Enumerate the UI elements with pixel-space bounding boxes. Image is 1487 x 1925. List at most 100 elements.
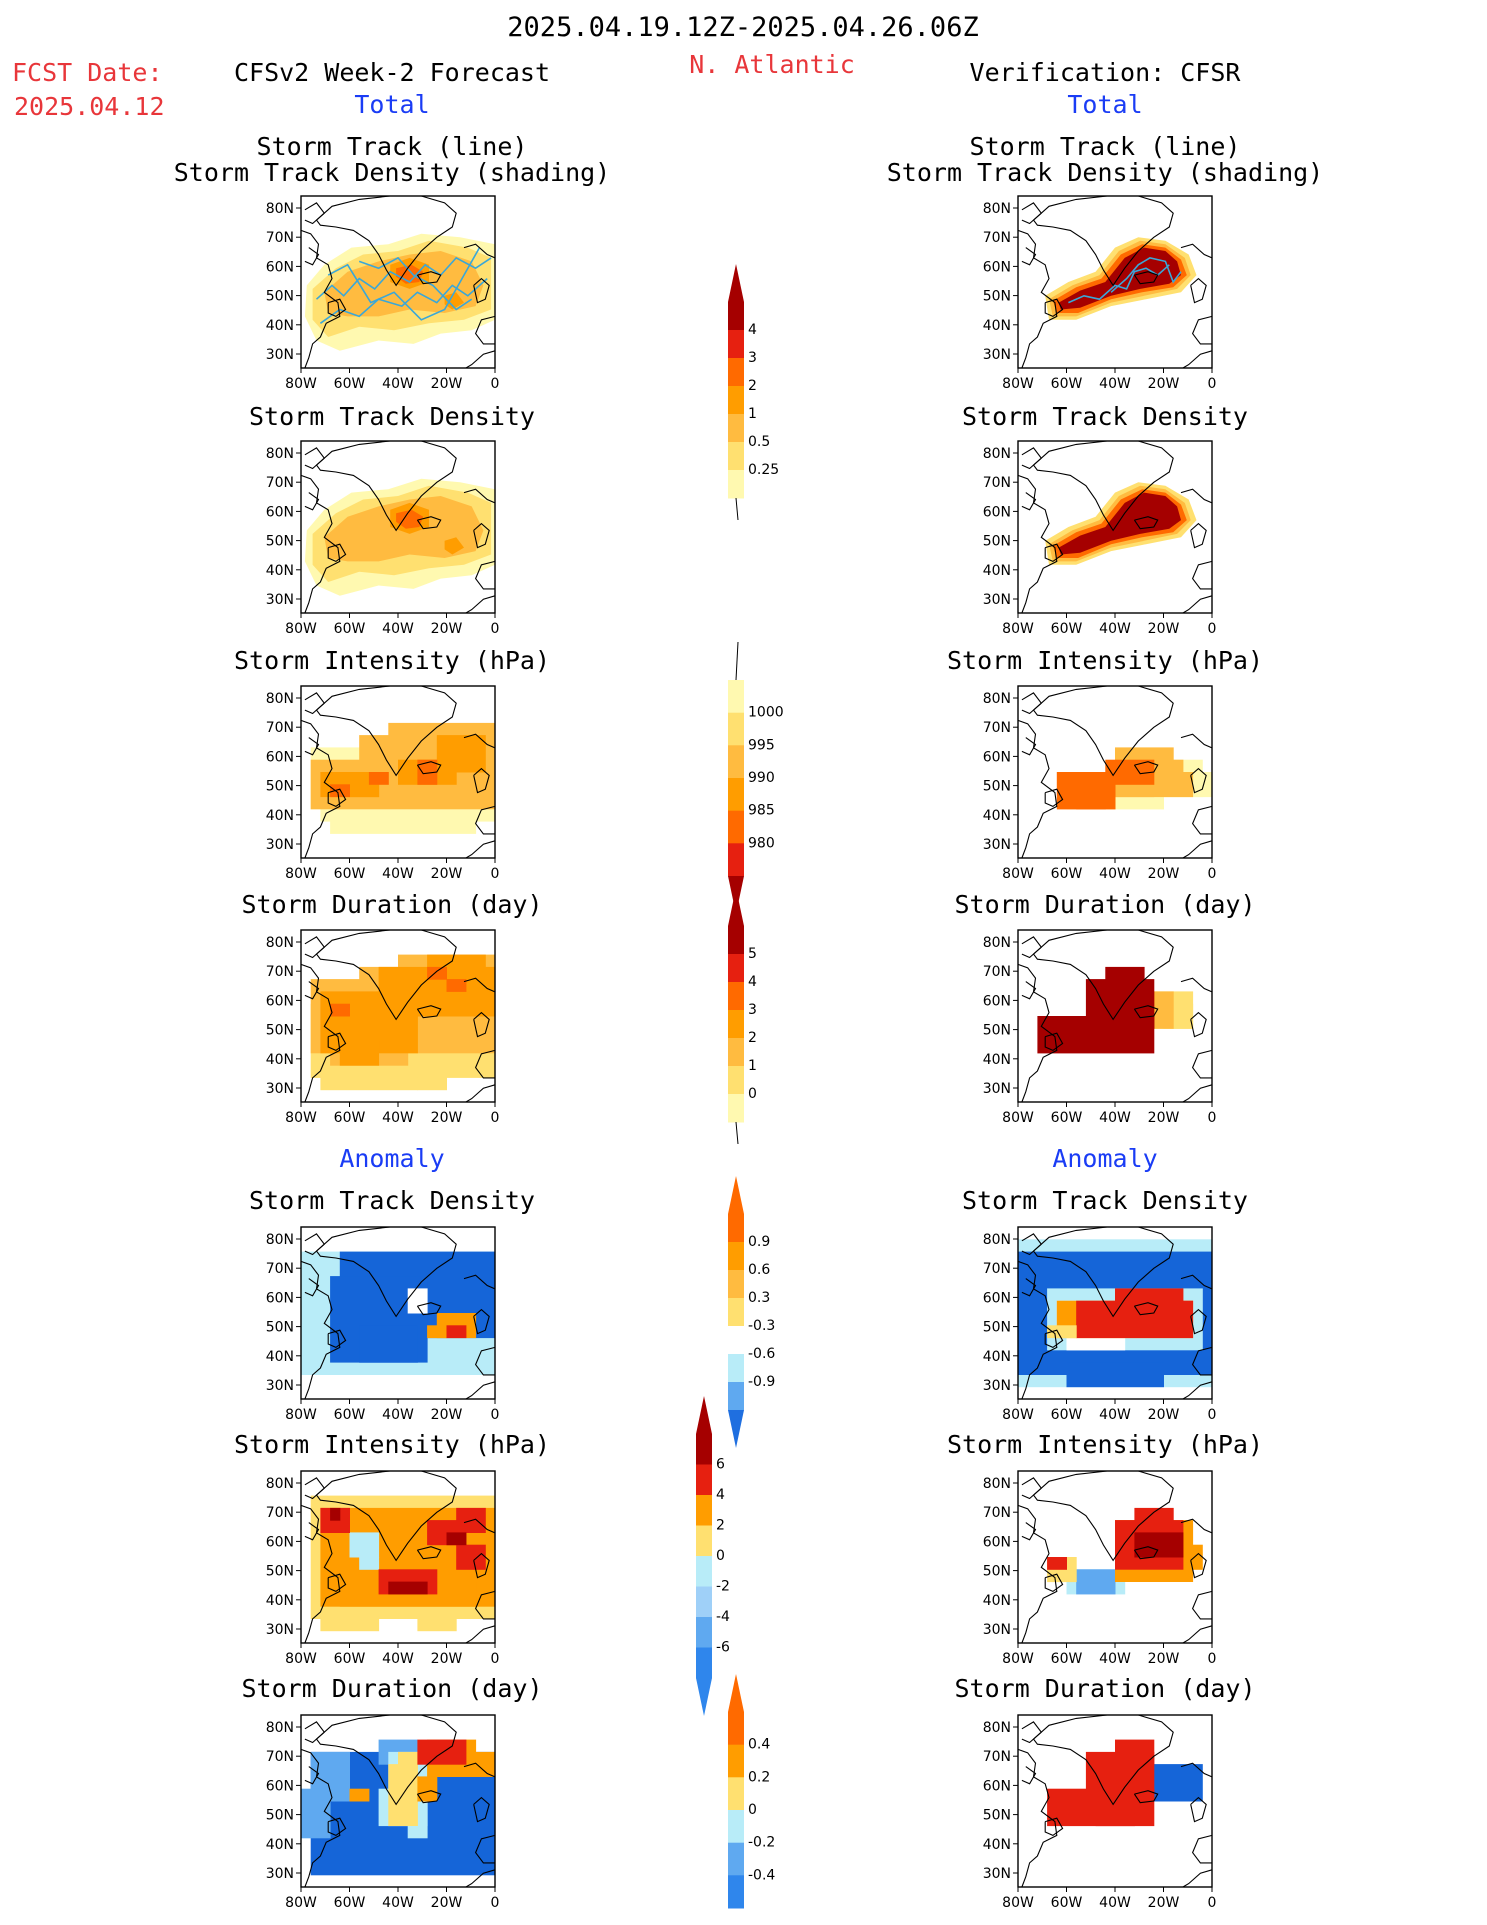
grid-cell <box>1066 1337 1126 1351</box>
lon-tick-label: 80W <box>1002 1407 1034 1423</box>
lon-tick-label: 60W <box>334 1110 366 1126</box>
colorbar-duration-total: 5 4 3 2 1 0 <box>728 888 757 1145</box>
coastline <box>1044 1032 1064 1052</box>
lat-tick-label: 40N <box>266 1593 294 1609</box>
grid-cell <box>446 979 467 992</box>
colorbar-intensity-anomaly: 6 4 2 0 -2 -4 -6 <box>696 1396 730 1716</box>
map-panel-forecast-2: 80N 70N 60N 50N 40N 30N 80W 60W 40W 20W 0 <box>266 440 499 637</box>
coastline <box>474 1590 496 1620</box>
colorbar-label: -0.4 <box>748 1867 775 1883</box>
coastline <box>1021 1233 1043 1256</box>
lat-tick-label: 70N <box>266 1505 294 1521</box>
grid-cell <box>339 1040 380 1066</box>
coastline <box>1180 1274 1213 1290</box>
lat-tick-label: 40N <box>983 318 1011 334</box>
lon-tick-label: 20W <box>431 1110 463 1126</box>
coastline <box>1133 1790 1159 1804</box>
coastline <box>474 1834 496 1864</box>
lon-tick-label: 0 <box>1208 1110 1217 1126</box>
lat-tick-label: 80N <box>266 691 294 707</box>
colorbar-extend-top <box>728 1674 744 1712</box>
coastline <box>1133 1005 1159 1019</box>
lon-tick-label: 20W <box>431 866 463 882</box>
density-contour <box>1058 247 1181 310</box>
lon-tick-label: 40W <box>382 621 414 637</box>
coastline <box>1190 522 1207 549</box>
coastline <box>465 1084 496 1103</box>
lon-tick-label: 80W <box>285 1407 317 1423</box>
left-column-title: CFSv2 Week-2 Forecast <box>233 58 551 87</box>
lon-tick-label: 60W <box>1051 1651 1083 1667</box>
coastline <box>1133 271 1159 285</box>
panel-1-title-line1: Storm Track (line) <box>256 132 528 161</box>
coastline <box>304 737 320 756</box>
coastline <box>1017 1748 1058 1888</box>
colorbar-swatch <box>696 1525 712 1557</box>
coastline <box>1190 1552 1207 1579</box>
grid-cell <box>1047 1325 1077 1339</box>
lat-tick-label: 30N <box>983 592 1011 608</box>
lat-tick-label: 80N <box>983 1476 1011 1492</box>
lat-tick-label: 50N <box>983 1320 1011 1336</box>
coastline <box>300 963 341 1103</box>
lat-tick-label: 80N <box>266 1232 294 1248</box>
coastline <box>1180 488 1213 504</box>
colorbar-label: 985 <box>748 803 775 819</box>
colorbar-intensity-total: 1000 995 990 985 980 <box>728 641 784 914</box>
lat-tick-label: 40N <box>266 318 294 334</box>
map-panel-forecast-4: 80N 70N 60N 50N 40N 30N 80W 60W 40W 20W 0 <box>266 929 499 1126</box>
coastline <box>473 1308 490 1335</box>
panel-5-title: Storm Intensity (hPa) <box>233 646 551 675</box>
lon-tick-label: 80W <box>1002 1651 1034 1667</box>
colorbar-swatch <box>728 712 744 746</box>
colorbar-label: 980 <box>748 835 775 851</box>
coastline <box>1180 243 1213 259</box>
lat-tick-label: 30N <box>266 1622 294 1638</box>
lat-tick-label: 60N <box>266 749 294 765</box>
grid-cell <box>475 1751 496 1777</box>
colorbar-label: -0.9 <box>748 1374 775 1390</box>
coastline <box>1021 737 1037 756</box>
lat-tick-label: 70N <box>983 1749 1011 1765</box>
lon-tick-label: 40W <box>1099 376 1131 392</box>
coastline <box>327 1032 347 1052</box>
lat-tick-label: 30N <box>266 592 294 608</box>
lat-tick-label: 80N <box>266 1720 294 1736</box>
lon-tick-label: 40W <box>1099 1651 1131 1667</box>
lat-tick-label: 80N <box>983 1232 1011 1248</box>
grid-cell <box>349 784 380 798</box>
lat-tick-label: 80N <box>983 201 1011 217</box>
coastline <box>327 788 347 808</box>
lon-tick-label: 80W <box>1002 1895 1034 1911</box>
colorbar-swatch <box>696 1586 712 1618</box>
lon-tick-label: 40W <box>1099 1895 1131 1911</box>
colorbar-swatch <box>696 1617 712 1648</box>
grid-cell <box>1115 1739 1155 1765</box>
lat-tick-label: 70N <box>266 964 294 980</box>
colorbar-swatch <box>728 680 744 714</box>
colorbar-swatch <box>728 302 744 331</box>
colorbar-extend-top <box>728 1176 744 1214</box>
lon-tick-label: 80W <box>285 866 317 882</box>
coastline <box>1044 543 1064 563</box>
lon-tick-label: 60W <box>334 866 366 882</box>
grid-cell <box>1134 1532 1184 1558</box>
lat-tick-label: 60N <box>983 504 1011 520</box>
colorbar-swatch <box>728 330 744 359</box>
colorbar-label: 0 <box>748 1802 757 1818</box>
lon-tick-label: 40W <box>1099 621 1131 637</box>
lat-tick-label: 30N <box>266 1866 294 1882</box>
coastline <box>1017 963 1058 1103</box>
density-contour <box>396 509 424 529</box>
lon-tick-label: 20W <box>1148 1895 1180 1911</box>
lat-tick-label: 40N <box>983 1349 1011 1365</box>
coastline <box>300 1260 341 1400</box>
lat-tick-label: 30N <box>983 1622 1011 1638</box>
map-panel-forecast-1: 80N 70N 60N 50N 40N 30N 80W 60W 40W 20W 0 <box>266 195 499 392</box>
grid-cell <box>417 1739 467 1765</box>
lon-tick-label: 20W <box>431 1651 463 1667</box>
coastline <box>1021 981 1037 1000</box>
lon-tick-label: 0 <box>491 1407 500 1423</box>
lat-tick-label: 40N <box>266 808 294 824</box>
colorbar-label: 0.4 <box>748 1737 770 1753</box>
